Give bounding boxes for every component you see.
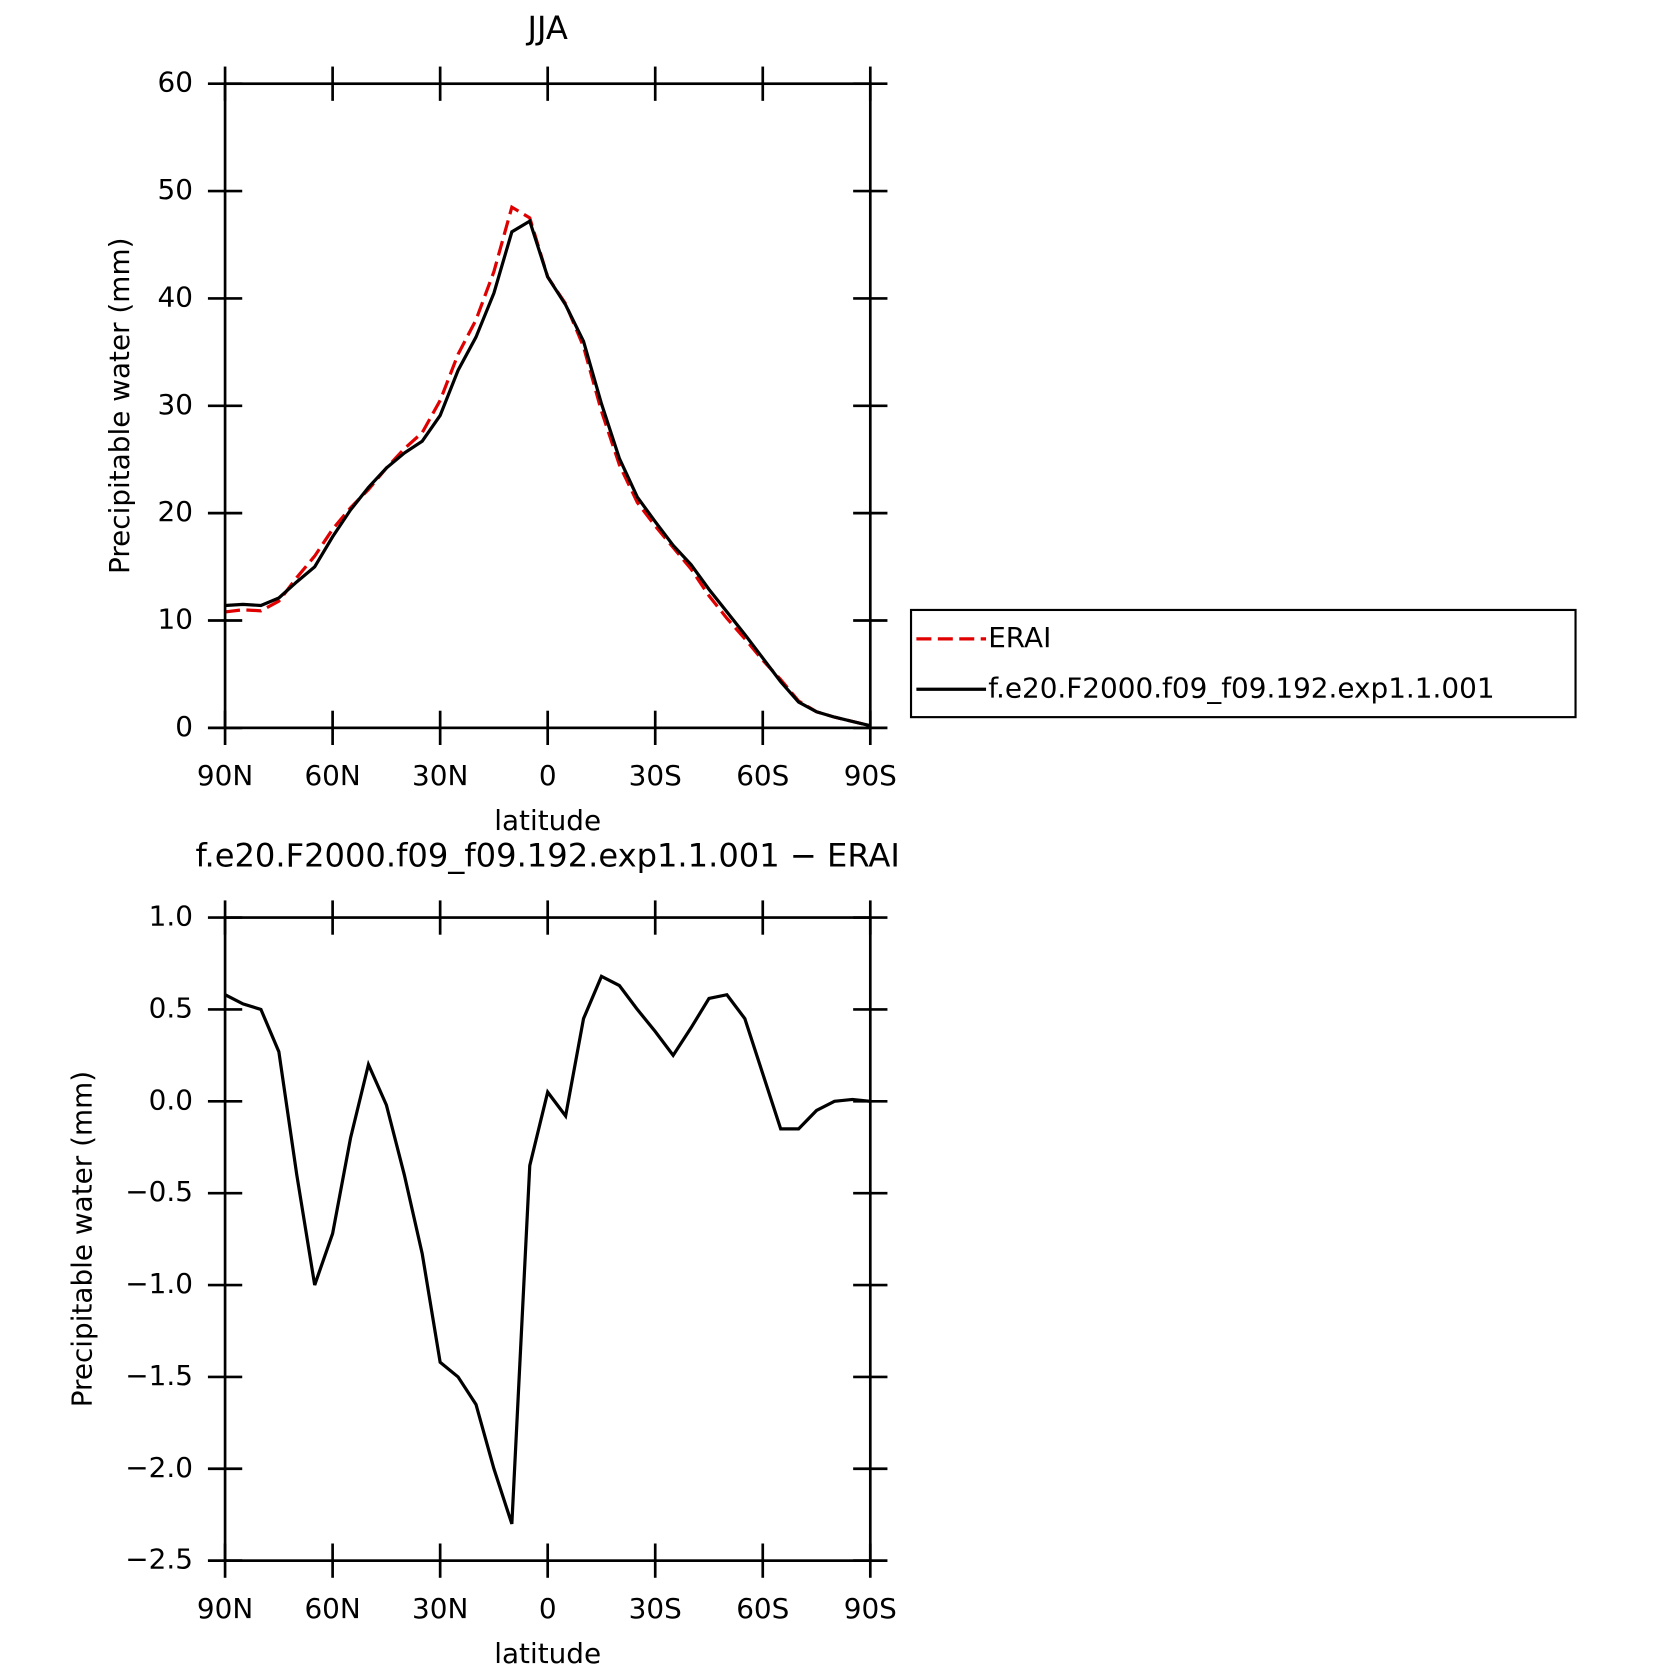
x-axis-label: latitude: [494, 804, 601, 837]
chart-title: f.e20.F2000.f09_f09.192.exp1.1.001 − ERA…: [196, 837, 900, 875]
x-tick-label: 60S: [736, 759, 789, 792]
y-tick-label: −2.5: [125, 1543, 193, 1576]
x-axis-label: latitude: [494, 1637, 601, 1669]
plot-frame: [223, 82, 872, 730]
y-tick-label: −0.5: [125, 1175, 193, 1208]
x-tick-label: 90N: [197, 1592, 253, 1625]
x-tick-label: 60N: [304, 1592, 360, 1625]
y-tick-label: 0: [175, 710, 193, 743]
x-tick-label: 60S: [736, 1592, 789, 1625]
x-tick-label: 90S: [844, 1592, 897, 1625]
x-tick-label: 30N: [412, 759, 468, 792]
y-tick-label: 1.0: [149, 900, 193, 933]
y-tick-label: 20: [157, 495, 192, 528]
y-tick-label: 0.5: [149, 991, 193, 1024]
chart-title: JJA: [525, 9, 567, 47]
data-line: [224, 218, 871, 728]
x-tick-label: 30S: [629, 1592, 682, 1625]
y-axis-label: Precipitable water (mm): [66, 1071, 99, 1407]
y-tick-label: 40: [157, 280, 192, 313]
x-tick-label: 30N: [412, 1592, 468, 1625]
y-tick-label: 60: [157, 66, 192, 99]
y-tick-label: 10: [157, 602, 192, 635]
data-line: [224, 974, 871, 1525]
x-tick-label: 30S: [629, 759, 682, 792]
plot-frame: [223, 916, 872, 1562]
data-line: [224, 204, 871, 728]
y-tick-label: 0.0: [149, 1083, 193, 1116]
y-tick-label: 30: [157, 388, 192, 421]
x-tick-label: 90S: [844, 759, 897, 792]
y-tick-label: −1.5: [125, 1359, 193, 1392]
y-tick-label: 50: [157, 173, 192, 206]
y-tick-label: −1.0: [125, 1267, 193, 1300]
x-tick-label: 60N: [304, 759, 360, 792]
y-axis-label: Precipitable water (mm): [103, 238, 136, 574]
x-tick-label: 90N: [197, 759, 253, 792]
y-tick-label: −2.0: [125, 1451, 193, 1484]
legend-box: [909, 608, 1577, 719]
legend-label: ERAI: [988, 621, 1051, 654]
x-tick-label: 0: [539, 1592, 557, 1625]
x-tick-label: 0: [539, 759, 557, 792]
legend-label: f.e20.F2000.f09_f09.192.exp1.1.001: [988, 671, 1494, 704]
